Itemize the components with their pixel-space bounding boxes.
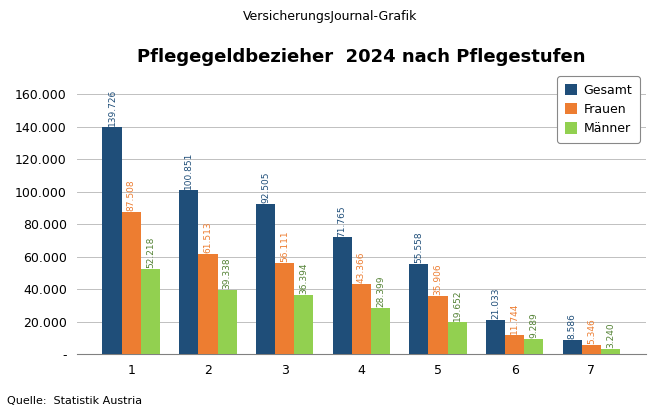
Bar bbox=[256, 204, 275, 354]
Text: 5.346: 5.346 bbox=[587, 319, 596, 344]
Text: 35.906: 35.906 bbox=[434, 263, 442, 295]
Bar bbox=[601, 349, 620, 354]
Bar bbox=[371, 308, 390, 354]
Bar bbox=[217, 290, 237, 354]
Text: 19.652: 19.652 bbox=[453, 290, 461, 321]
Bar bbox=[179, 190, 198, 354]
Text: VersicherungsJournal-Grafik: VersicherungsJournal-Grafik bbox=[243, 10, 418, 23]
Text: 36.394: 36.394 bbox=[299, 263, 308, 294]
Bar bbox=[294, 295, 313, 354]
Text: 28.399: 28.399 bbox=[376, 275, 385, 307]
Text: 11.744: 11.744 bbox=[510, 303, 519, 334]
Bar bbox=[352, 284, 371, 354]
Text: 21.033: 21.033 bbox=[491, 288, 500, 319]
Bar bbox=[428, 296, 447, 354]
Bar bbox=[582, 345, 601, 354]
Text: Quelle:  Statistik Austria: Quelle: Statistik Austria bbox=[7, 396, 141, 406]
Bar bbox=[275, 263, 294, 354]
Bar bbox=[486, 320, 505, 354]
Text: 55.558: 55.558 bbox=[414, 231, 423, 263]
Text: 39.338: 39.338 bbox=[223, 258, 231, 289]
Text: 61.513: 61.513 bbox=[204, 222, 212, 253]
Bar bbox=[524, 339, 543, 354]
Text: 71.765: 71.765 bbox=[338, 205, 346, 237]
Bar bbox=[102, 127, 122, 354]
Text: 52.218: 52.218 bbox=[146, 237, 155, 268]
Legend: Gesamt, Frauen, Männer: Gesamt, Frauen, Männer bbox=[557, 76, 640, 143]
Text: 100.851: 100.851 bbox=[184, 152, 193, 189]
Title: Pflegegeldbezieher  2024 nach Pflegestufen: Pflegegeldbezieher 2024 nach Pflegestufe… bbox=[137, 48, 586, 66]
Text: 43.366: 43.366 bbox=[357, 251, 366, 283]
Bar bbox=[409, 264, 428, 354]
Text: 92.505: 92.505 bbox=[261, 171, 270, 203]
Bar bbox=[447, 322, 467, 354]
Bar bbox=[122, 212, 141, 354]
Text: 56.111: 56.111 bbox=[280, 231, 289, 262]
Text: 3.240: 3.240 bbox=[606, 322, 615, 348]
Bar bbox=[198, 254, 217, 354]
Text: 9.289: 9.289 bbox=[529, 312, 538, 338]
Bar bbox=[332, 237, 352, 354]
Bar bbox=[141, 269, 160, 354]
Bar bbox=[563, 340, 582, 354]
Bar bbox=[505, 335, 524, 354]
Text: 8.586: 8.586 bbox=[568, 313, 576, 339]
Text: 139.726: 139.726 bbox=[108, 89, 116, 126]
Text: 87.508: 87.508 bbox=[127, 180, 136, 211]
